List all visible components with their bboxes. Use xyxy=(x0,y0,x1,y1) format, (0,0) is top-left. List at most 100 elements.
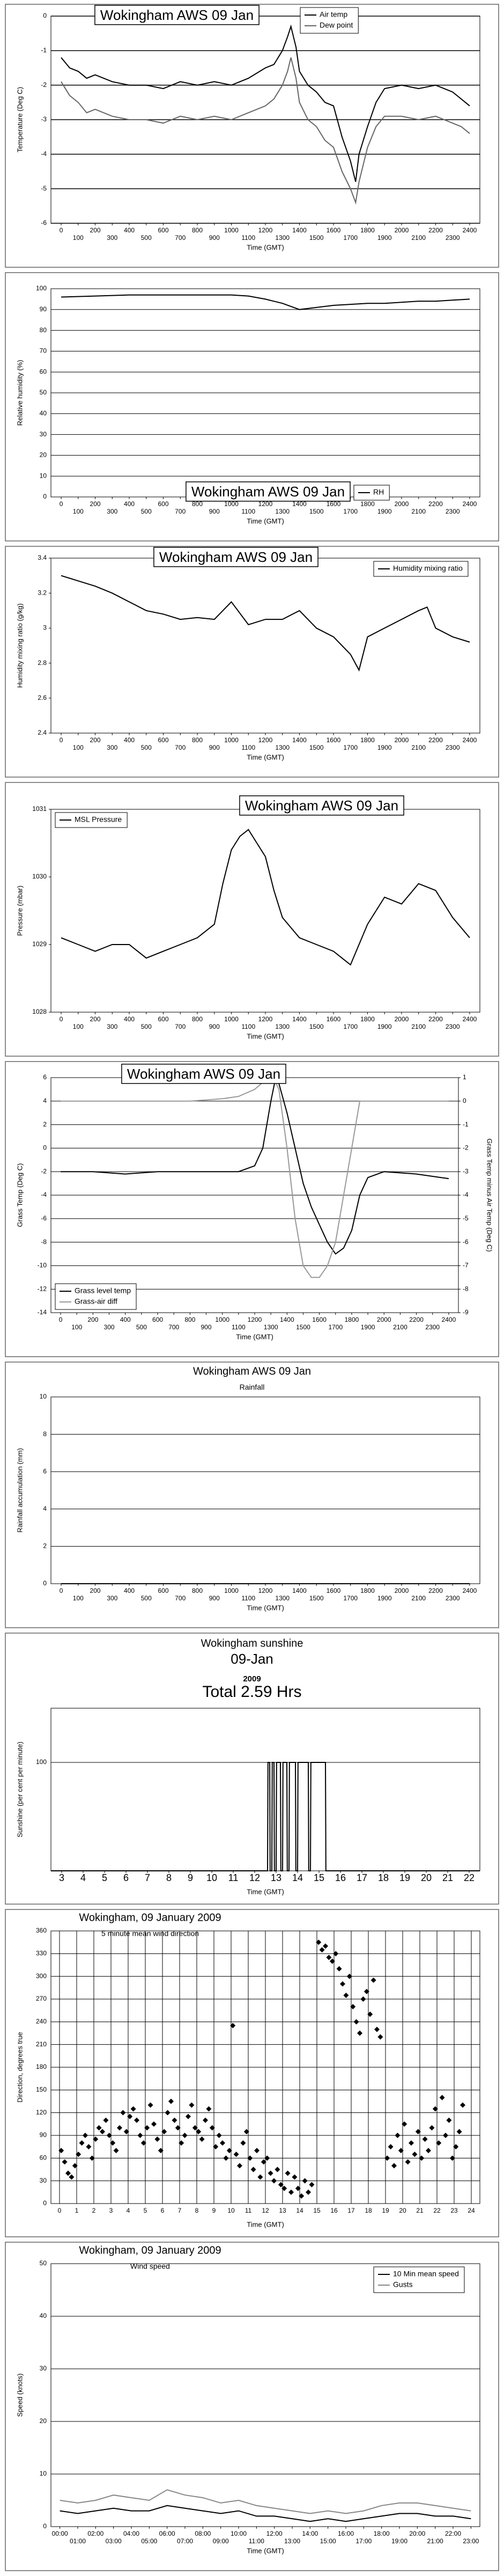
x-tick-label: 1800 xyxy=(360,736,375,744)
x-tick-label: 3 xyxy=(59,1872,64,1883)
y-tick-label: -2 xyxy=(41,81,47,89)
data-point xyxy=(240,2140,246,2146)
data-point xyxy=(292,2174,298,2180)
data-point xyxy=(165,2110,171,2116)
data-line xyxy=(61,294,470,310)
x-tick-label: 1000 xyxy=(215,1316,229,1323)
x-tick-label: 10 xyxy=(227,2207,235,2214)
x-tick-label: 1100 xyxy=(241,508,255,515)
data-point xyxy=(120,2110,126,2116)
legend-label: Dew point xyxy=(320,21,353,30)
x-tick-label: 700 xyxy=(168,1323,179,1331)
title-box xyxy=(153,547,318,567)
data-point xyxy=(449,2155,455,2161)
x-tick-label: 1200 xyxy=(258,226,273,234)
x-axis-label: Time (GMT) xyxy=(247,243,284,251)
x-tick-label: 2100 xyxy=(393,1323,407,1331)
plot-frame xyxy=(50,1930,480,2204)
data-point xyxy=(402,2121,407,2127)
x-tick-label: 300 xyxy=(107,508,117,515)
data-line xyxy=(60,2489,471,2514)
data-point xyxy=(76,2151,81,2157)
x-tick-label: 15:00 xyxy=(320,2537,336,2545)
data-point xyxy=(161,2128,167,2134)
y-axis-label: Speed (knots) xyxy=(16,2374,24,2417)
y-tick-label: 0 xyxy=(43,1144,47,1152)
x-tick-label: 7 xyxy=(178,2207,182,2214)
chart-title-group: Wokingham AWS 09 Jan xyxy=(153,547,318,567)
x-tick-label: 1600 xyxy=(327,1587,341,1594)
data-point xyxy=(175,2125,181,2131)
data-point xyxy=(192,2125,198,2131)
y-tick-label: 30 xyxy=(40,2365,47,2372)
data-point xyxy=(367,2011,373,2017)
x-tick-label: 100 xyxy=(73,1594,84,1602)
data-point xyxy=(237,2163,242,2169)
chart-title: Wokingham AWS 09 Jan xyxy=(159,549,313,565)
legend: MSL Pressure xyxy=(55,812,128,828)
data-point xyxy=(62,2159,68,2165)
legend: RH xyxy=(353,485,390,501)
x-tick-label: 1400 xyxy=(292,1587,307,1594)
x-tick-label: 11:00 xyxy=(249,2537,264,2545)
x-tick-label: 2100 xyxy=(411,744,426,751)
data-point xyxy=(460,2102,465,2108)
data-point xyxy=(377,2034,383,2040)
x-tick-label: 07:00 xyxy=(177,2537,193,2545)
y-tick-label: -1 xyxy=(41,47,47,54)
x-tick-label: 20 xyxy=(421,1872,432,1883)
legend-label: Grass level temp xyxy=(75,1286,131,1295)
x-tick-label: 2300 xyxy=(446,744,460,751)
data-point xyxy=(86,2144,92,2150)
x-tick-label: 1700 xyxy=(343,1594,358,1602)
x-tick-label: 14:00 xyxy=(302,2530,318,2537)
x-tick-label: 20 xyxy=(399,2207,406,2214)
x-tick-label: 1600 xyxy=(327,736,341,744)
y-tick-label: 60 xyxy=(40,2154,47,2162)
x-tick-label: 1400 xyxy=(292,500,307,508)
y-tick-label: 6 xyxy=(43,1467,47,1475)
x-tick-label: 19 xyxy=(399,1872,410,1883)
chart-title-group: Wokingham AWS 09 Jan xyxy=(239,795,404,816)
legend-box xyxy=(55,1283,137,1310)
x-tick-label: 800 xyxy=(192,500,203,508)
x-tick-label: 300 xyxy=(107,234,117,241)
x-tick-label: 16 xyxy=(335,1872,346,1883)
x-tick-label: 2000 xyxy=(395,226,409,234)
y-tick-label: -5 xyxy=(41,185,47,192)
chart-title-group: Wokingham AWS 09 Jan xyxy=(193,1365,311,1377)
y-tick-label: 20 xyxy=(40,451,47,459)
data-point xyxy=(319,1947,325,1953)
x-tick-label: 13:00 xyxy=(284,2537,300,2545)
x-tick-label: 2200 xyxy=(428,500,443,508)
data-point xyxy=(419,2155,425,2161)
x-tick-label: 2300 xyxy=(446,1594,460,1602)
title-box xyxy=(121,1064,286,1084)
x-tick-label: 900 xyxy=(209,1023,220,1030)
y-tick-label: 90 xyxy=(40,305,47,313)
y-tick-label: 90 xyxy=(40,2131,47,2139)
x-tick-label: 19:00 xyxy=(391,2537,407,2545)
data-point xyxy=(72,2163,78,2169)
data-point xyxy=(268,2170,273,2176)
x-tick-label: 400 xyxy=(124,736,135,744)
x-tick-label: 300 xyxy=(107,1023,117,1030)
legend: Grass level temp Grass-air diff xyxy=(55,1283,137,1310)
y-tick-label: 3 xyxy=(43,624,47,632)
x-tick-label: 8 xyxy=(166,1872,172,1883)
y-axis-label: Rainfall accumulation (mm) xyxy=(16,1448,24,1533)
x-tick-label: 200 xyxy=(90,1587,101,1594)
x-tick-label: 15 xyxy=(313,2207,321,2214)
data-point xyxy=(364,1988,369,1994)
x-tick-label: 04:00 xyxy=(123,2530,139,2537)
chart-title: Wokingham AWS 09 Jan xyxy=(127,1066,280,1082)
x-tick-label: 1700 xyxy=(343,1023,358,1030)
x-tick-label: 08:00 xyxy=(195,2530,211,2537)
legend: Humidity mixing ratio xyxy=(373,561,469,577)
x-tick-label: 19 xyxy=(382,2207,389,2214)
x-tick-label: 2400 xyxy=(463,500,477,508)
x-tick-label: 400 xyxy=(124,226,135,234)
legend-box xyxy=(353,485,390,501)
x-tick-label: 1100 xyxy=(241,1023,255,1030)
x-tick-label: 500 xyxy=(136,1323,147,1331)
